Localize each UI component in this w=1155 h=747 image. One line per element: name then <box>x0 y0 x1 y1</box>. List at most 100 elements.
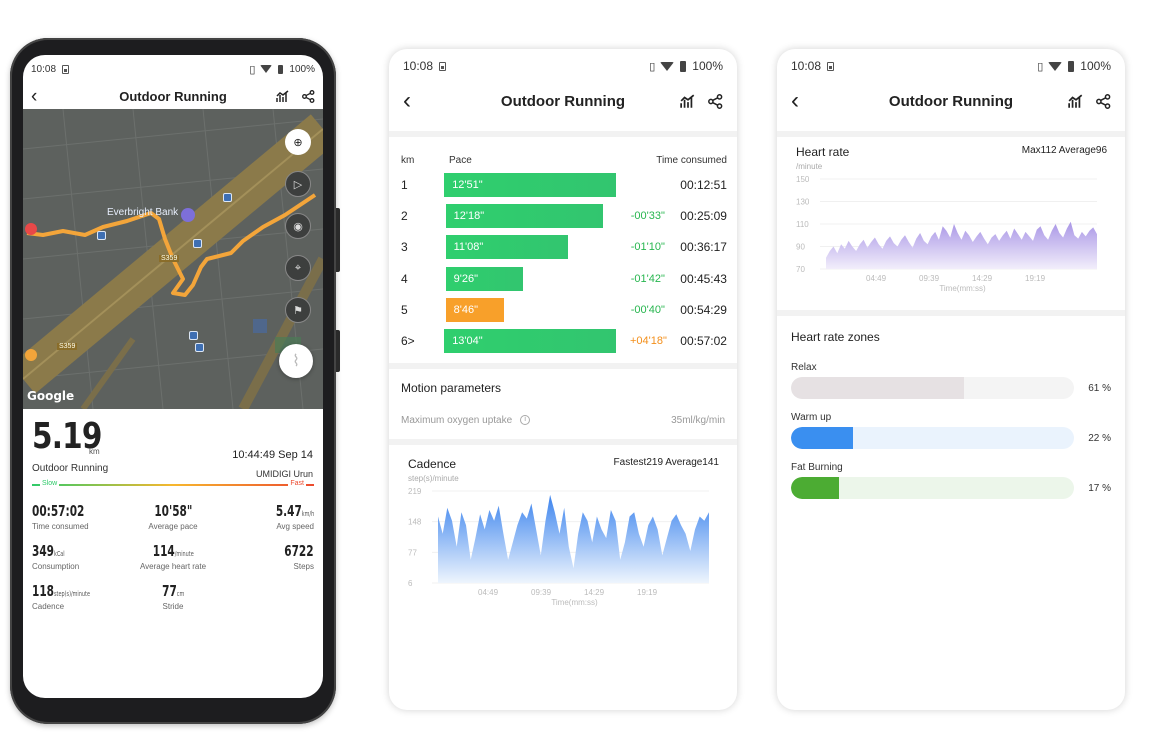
back-icon[interactable]: ‹ <box>31 85 38 107</box>
share-icon[interactable] <box>708 93 723 109</box>
y-tick-label: 110 <box>796 220 809 229</box>
zone-track <box>791 427 1074 449</box>
eye-icon[interactable]: ◉ <box>285 213 311 239</box>
battery-icon <box>1068 60 1075 72</box>
sim-icon <box>827 61 835 71</box>
stat-value: 00:57:02 <box>32 502 85 520</box>
pace-bar-track: 12'18" <box>445 203 613 228</box>
zone-item: Relax 61 % <box>791 362 1111 399</box>
row-km: 3 <box>401 240 408 255</box>
stat-label: Average heart rate <box>139 562 207 571</box>
speed-legend: Slow Fast <box>32 480 314 490</box>
stat-label: Cadence <box>32 602 65 611</box>
pace-bar: 9'26" <box>445 266 523 291</box>
shoe-icon[interactable]: ⌇ <box>279 344 313 378</box>
y-tick-label: 219 <box>408 487 422 496</box>
stat-unit: km/h <box>301 510 314 518</box>
route-map[interactable]: Everbright Bank S359 S359 Google ⊕ ▷ ◉ ⌖… <box>23 109 323 409</box>
stat-label: Time consumed <box>32 522 89 531</box>
stat-steps: 6722 Steps <box>220 542 314 571</box>
row-time: 00:12:51 <box>680 177 727 192</box>
sim-icon <box>439 61 447 71</box>
x-tick-label: 04:49 <box>866 274 887 283</box>
x-tick-label: 19:19 <box>1025 274 1046 283</box>
phone3-screen: 10:08 ▯ 100% ‹ Outdoor Running Heart rat… <box>777 49 1125 710</box>
chart-stats: Max112 Average96 <box>1021 145 1107 156</box>
marker-icon[interactable]: ⚑ <box>285 297 311 323</box>
pace-bar: 12'51" <box>444 172 617 197</box>
x-axis-label: Time(mm:ss) <box>939 284 986 293</box>
vibrate-icon: ▯ <box>249 63 255 76</box>
phone2-screen: 10:08 ▯ 100% ‹ Outdoor Running km Pace T… <box>389 49 737 710</box>
battery-level: 100% <box>692 59 723 73</box>
chart-icon[interactable] <box>680 94 696 109</box>
pace-diff: +04'18" <box>629 335 667 348</box>
row-time: 00:54:29 <box>680 302 727 317</box>
chart-stats: Fastest219 Average141 <box>613 456 719 468</box>
workout-date: 10:44:49 Sep 14 <box>232 449 313 461</box>
bus-stop-icon <box>193 239 202 248</box>
title-bar: ‹ Outdoor Running <box>389 83 737 119</box>
zone-fill <box>791 477 840 499</box>
title-bar: ‹ Outdoor Running <box>23 83 323 109</box>
row-time: 00:45:43 <box>680 271 727 286</box>
section-title: Heart rate zones <box>791 330 880 344</box>
zone-percent: 22 % <box>1088 432 1111 444</box>
battery-level: 100% <box>1080 59 1111 73</box>
zoom-icon[interactable]: ⊕ <box>285 129 311 155</box>
heart-rate-chart: Heart rate Max112 Average96 /minute 150 1… <box>777 137 1125 300</box>
pace-bar-track: 12'51" <box>444 172 617 197</box>
fast-label: Fast <box>288 480 306 487</box>
title-bar: ‹ Outdoor Running <box>777 83 1125 119</box>
stats-grid: 00:57:02 Time consumed 10'58" Average pa… <box>23 490 323 611</box>
chart-title: Heart rate <box>796 145 850 159</box>
pace-bar-track: 9'26" <box>445 266 613 291</box>
poi-label: Everbright Bank <box>107 207 179 218</box>
chart-icon[interactable] <box>276 89 290 103</box>
x-tick-label: 04:49 <box>478 588 499 597</box>
battery-icon <box>278 64 284 74</box>
pace-bar-track: 13'04" <box>444 329 617 354</box>
status-time: 10:08 <box>31 63 57 75</box>
heart-rate-zones: Heart rate zones Relax 61 % Warm up 22 % Fat… <box>777 316 1125 499</box>
distance-value: 5.19 <box>32 416 102 457</box>
pace-row: 5 8'46" -00'40" 00:54:29 <box>401 294 727 325</box>
status-bar: 10:08 ▯ 100% <box>777 49 1125 83</box>
status-bar: 10:08 ▯ 100% <box>23 55 323 83</box>
chart-title: Cadence <box>408 456 457 471</box>
back-icon[interactable]: ‹ <box>403 87 411 114</box>
row-km: 4 <box>401 271 408 286</box>
stat-time: 00:57:02 Time consumed <box>32 502 126 531</box>
pace-bar-track: 11'08" <box>445 235 613 260</box>
cadence-chart: Cadence Fastest219 Average141 step(s)/mi… <box>389 445 737 614</box>
stat-label: Consumption <box>32 562 80 571</box>
stat-label: Average pace <box>148 522 198 531</box>
zone-track <box>791 377 1074 399</box>
zone-item: Warm up 22 % <box>791 412 1111 449</box>
x-tick-label: 09:39 <box>919 274 940 283</box>
y-tick-label: 148 <box>408 517 422 526</box>
status-bar: 10:08 ▯ 100% <box>389 49 737 83</box>
road-label: S359 <box>159 255 180 262</box>
stat-label: Stride <box>162 602 184 611</box>
row-time: 00:25:09 <box>680 208 727 223</box>
info-icon[interactable]: i <box>520 415 531 426</box>
back-icon[interactable]: ‹ <box>791 87 799 114</box>
pace-rows: 1 12'51" 00:12:51 2 12'18" -00'33" 00:25:09 3 11… <box>401 169 727 357</box>
bus-stop-icon <box>195 343 204 352</box>
row-km: 5 <box>401 302 408 317</box>
stat-unit: cm <box>176 590 185 598</box>
chart-icon[interactable] <box>1068 94 1084 109</box>
section-divider <box>777 310 1125 316</box>
param-value: 35ml/kg/min <box>671 414 725 426</box>
play-icon[interactable]: ▷ <box>285 171 311 197</box>
x-tick-label: 19:19 <box>637 588 658 597</box>
zone-percent: 17 % <box>1088 482 1111 494</box>
share-icon[interactable] <box>302 89 315 103</box>
section-divider <box>389 438 737 445</box>
google-logo: Google <box>27 389 75 403</box>
share-icon[interactable] <box>1096 93 1111 109</box>
pace-bar: 13'04" <box>444 329 617 354</box>
locate-icon[interactable]: ⌖ <box>285 255 311 281</box>
pace-bar: 11'08" <box>445 235 568 260</box>
